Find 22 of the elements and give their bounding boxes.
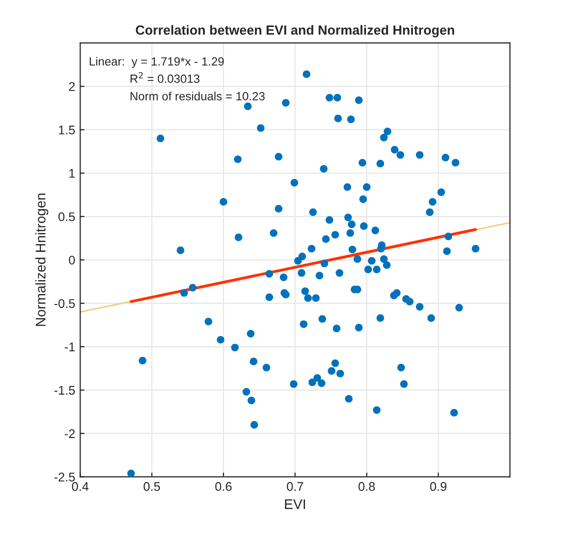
annotation: R$^{2}$ = 0.03013	[130, 72, 200, 83]
y-axis-title: Normalized Hnitrogen	[35, 194, 48, 326]
annotation: Linear: y = 1.719*x - 1.29	[90, 56, 224, 68]
y-tick-label: -0.5	[54, 299, 75, 308]
annotation: Norm of residuals = 10.23	[130, 92, 265, 100]
x-tick-label: 0.9	[430, 482, 446, 491]
y-tick-label: -1.5	[54, 386, 75, 395]
x-tick-label: 0.6	[215, 482, 232, 491]
x-tick-label: 0.5	[144, 482, 160, 491]
x-tick-label: 0.4	[72, 482, 89, 491]
y-tick-label: -2	[64, 429, 75, 438]
y-tick-label: 2	[69, 82, 75, 91]
y-tick-label: 0	[68, 256, 75, 265]
x-axis-title: EVI	[285, 499, 305, 509]
chart-title: Correlation between EVI and Normalized Hnitrogen	[136, 25, 454, 38]
x-tick-label: 0.8	[358, 482, 375, 491]
y-tick-label: 1.5	[58, 126, 75, 134]
y-tick-label: 1	[69, 169, 75, 178]
x-tick-label: 0.7	[286, 482, 304, 491]
y-tick-label: 0.5	[58, 212, 75, 222]
y-tick-label: -1	[64, 342, 75, 352]
y-tick-label: -2.5	[54, 472, 75, 482]
